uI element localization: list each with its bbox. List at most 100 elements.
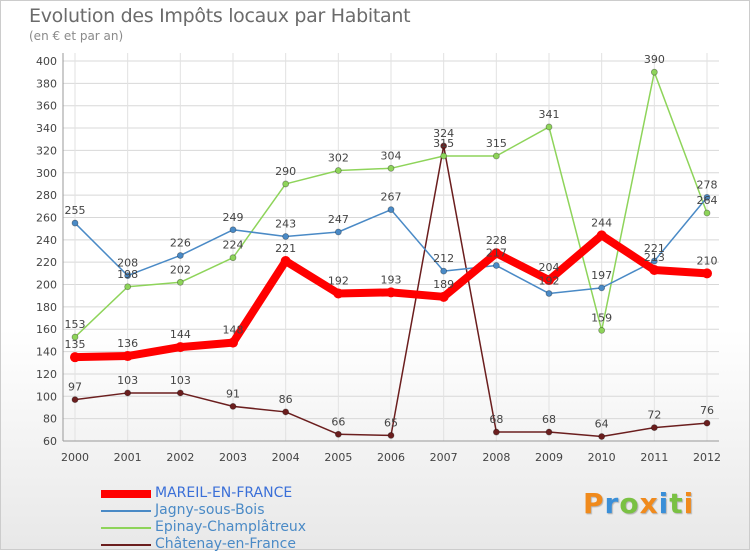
- legend-swatch: [101, 489, 151, 498]
- y-tick-label: 60: [43, 435, 57, 448]
- data-label: 304: [381, 149, 402, 162]
- proxiti-logo: Proxiti: [583, 487, 694, 520]
- data-point: [387, 206, 395, 214]
- data-point: [282, 180, 290, 188]
- data-label: 278: [697, 178, 718, 191]
- data-label: 341: [539, 108, 560, 121]
- legend: MAREIL-EN-FRANCE Jagny-sous-Bois Epinay-Ch…: [101, 485, 306, 553]
- legend-label: Jagny-sous-Bois: [155, 502, 265, 518]
- data-point: [176, 252, 184, 259]
- data-label: 315: [486, 137, 507, 150]
- series-1: [71, 193, 711, 297]
- y-tick-label: 240: [36, 234, 57, 247]
- legend-item: Jagny-sous-Bois: [101, 502, 306, 519]
- data-point: [229, 254, 237, 262]
- data-label: 189: [433, 278, 454, 291]
- data-point: [124, 389, 132, 397]
- data-point: [282, 408, 290, 416]
- data-point: [649, 265, 660, 275]
- data-point: [176, 389, 184, 397]
- axis-layer: 60 80 100 120 140 160 180 200 220 240 260 280 300 320…: [36, 53, 721, 464]
- line-chart: 135 136 144 148 221 192 193 189 228 204 244 213 210 2…: [36, 53, 721, 464]
- data-label: 267: [381, 191, 402, 204]
- data-point: [598, 284, 606, 292]
- data-point: [229, 402, 237, 410]
- y-tick-label: 280: [36, 189, 57, 202]
- data-label: 228: [486, 234, 507, 247]
- data-label: 72: [647, 409, 661, 422]
- legend-label: Epinay-Champlâtreux: [155, 519, 307, 535]
- y-tick-label: 140: [36, 346, 57, 359]
- y-tick-label: 160: [36, 323, 57, 336]
- data-label: 192: [539, 274, 560, 287]
- x-tick-label: 2002: [166, 451, 194, 464]
- x-tick-label: 2003: [219, 451, 247, 464]
- data-point: [703, 419, 711, 427]
- x-tick-label: 2005: [324, 451, 352, 464]
- data-label: 76: [700, 404, 714, 417]
- data-label: 390: [644, 53, 665, 66]
- x-tick-label: 2010: [588, 451, 616, 464]
- data-label: 159: [591, 311, 612, 324]
- x-tick-label: 2001: [114, 451, 142, 464]
- x-tick-label: 2009: [535, 451, 563, 464]
- x-tick-label: 2004: [272, 451, 300, 464]
- data-point: [228, 337, 238, 348]
- data-label: 290: [275, 165, 296, 178]
- data-label: 243: [275, 217, 296, 230]
- data-point: [334, 430, 342, 438]
- data-label: 255: [65, 204, 86, 217]
- legend-label: MAREIL-EN-FRANCE: [155, 485, 293, 501]
- data-point: [491, 248, 502, 259]
- data-point: [598, 433, 606, 440]
- data-point: [438, 291, 449, 302]
- data-point: [124, 283, 132, 291]
- data-point: [175, 342, 186, 353]
- y-tick-label: 260: [36, 211, 57, 224]
- chart-title: Evolution des Impôts locaux par Habitant: [29, 5, 411, 27]
- data-label: 221: [644, 242, 665, 255]
- y-tick-label: 200: [36, 279, 57, 292]
- x-tick-label: 2007: [430, 451, 458, 464]
- data-point: [440, 152, 448, 160]
- data-point: [492, 152, 500, 160]
- data-point: [71, 396, 79, 404]
- data-label: 315: [433, 137, 454, 150]
- data-label: 213: [644, 251, 665, 264]
- data-label: 210: [697, 254, 718, 267]
- data-point: [545, 428, 553, 436]
- series-2: [71, 68, 711, 341]
- logo-letter: r: [604, 487, 620, 520]
- data-point: [650, 424, 658, 431]
- data-point: [596, 230, 607, 241]
- data-label: 68: [489, 413, 503, 426]
- data-label: 68: [542, 413, 556, 426]
- x-tick-label: 2012: [693, 451, 721, 464]
- logo-letter: t: [669, 487, 684, 520]
- legend-swatch: [101, 526, 151, 529]
- y-tick-label: 320: [36, 144, 57, 157]
- data-label-layer: 135 136 144 148 221 192 193 189 228 204 244 213 210 2…: [65, 53, 718, 430]
- data-label: 324: [433, 127, 454, 140]
- data-label: 302: [328, 152, 349, 165]
- data-label: 224: [223, 239, 244, 252]
- logo-letter: o: [619, 487, 640, 520]
- data-point: [70, 352, 80, 363]
- chart-subtitle: (en € et par an): [29, 29, 124, 43]
- data-label: 198: [117, 268, 138, 281]
- logo-letter: i: [683, 487, 695, 520]
- data-label: 66: [331, 415, 345, 428]
- series-0: [70, 230, 712, 363]
- data-label: 153: [65, 318, 86, 331]
- data-point: [71, 219, 79, 227]
- logo-letter: i: [658, 487, 670, 520]
- data-point: [229, 226, 237, 234]
- legend-item: Epinay-Champlâtreux: [101, 519, 306, 536]
- x-tick-label: 2000: [61, 451, 89, 464]
- data-label: 103: [170, 374, 191, 387]
- data-point: [650, 257, 658, 265]
- data-label: 135: [65, 338, 86, 351]
- data-point: [386, 287, 396, 298]
- data-label: 97: [68, 381, 82, 394]
- data-label: 217: [486, 247, 507, 260]
